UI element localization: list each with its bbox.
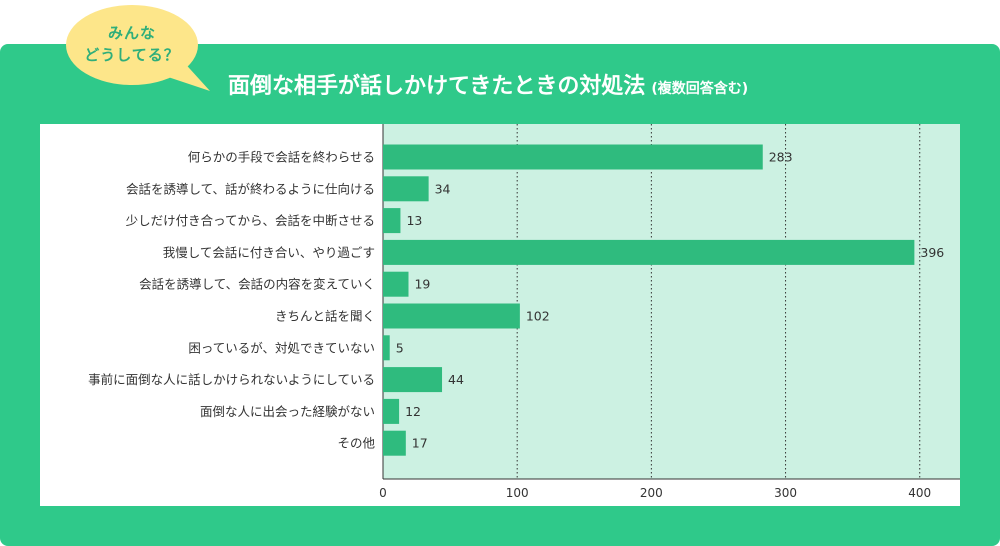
category-label: きちんと話を聞く bbox=[275, 309, 375, 324]
speech-bubble bbox=[66, 5, 210, 91]
chart-subtitle: (複数回答含む) bbox=[651, 81, 749, 97]
data-label: 5 bbox=[396, 340, 404, 355]
bar bbox=[383, 144, 763, 170]
data-label: 19 bbox=[414, 277, 430, 292]
bar bbox=[383, 271, 409, 297]
category-label: 困っているが、対処できていない bbox=[188, 340, 375, 355]
category-label: 面倒な人に出会った経験がない bbox=[200, 404, 375, 419]
x-tick-label: 300 bbox=[774, 486, 797, 500]
category-label: 我慢して会話に付き合い、やり過ごす bbox=[163, 245, 375, 260]
data-label: 283 bbox=[769, 150, 793, 165]
category-label: 会話を誘導して、話が終わるように仕向ける bbox=[126, 181, 375, 196]
category-label: 会話を誘導して、会話の内容を変えていく bbox=[139, 277, 375, 292]
chart-title-main: 面倒な相手が話しかけてきたときの対処法 bbox=[228, 74, 646, 99]
category-label: その他 bbox=[337, 436, 375, 451]
bubble-text: みんな どうしてる？ bbox=[62, 22, 202, 66]
data-label: 12 bbox=[405, 404, 421, 419]
category-label: 何らかの手段で会話を終わらせる bbox=[188, 150, 375, 165]
x-tick-label: 100 bbox=[506, 486, 529, 500]
category-label: 少しだけ付き合ってから、会話を中断させる bbox=[126, 213, 375, 228]
chart-title: 面倒な相手が話しかけてきたときの対処法 (複数回答含む) bbox=[228, 68, 748, 100]
bubble-line-2: どうしてる？ bbox=[84, 46, 180, 64]
bar-chart: 何らかの手段で会話を終わらせる 283 会話を誘導して、話が終わるように仕向ける 34… bbox=[88, 124, 960, 500]
bar bbox=[383, 367, 443, 393]
data-label: 17 bbox=[412, 436, 428, 451]
data-label: 44 bbox=[448, 372, 464, 387]
data-label: 34 bbox=[435, 181, 451, 196]
data-label: 102 bbox=[526, 309, 550, 324]
data-label: 396 bbox=[920, 245, 944, 260]
bar bbox=[383, 176, 429, 202]
data-label: 13 bbox=[406, 213, 422, 228]
x-tick-label: 400 bbox=[908, 486, 931, 500]
chart-area: 何らかの手段で会話を終わらせる 283 会話を誘導して、話が終わるように仕向ける 34… bbox=[40, 124, 960, 506]
bar bbox=[383, 398, 400, 424]
bar bbox=[383, 208, 401, 234]
category-label: 事前に面倒な人に話しかけられないようにしている bbox=[88, 372, 375, 387]
bar bbox=[383, 430, 406, 456]
bubble-line-1: みんな bbox=[107, 24, 156, 42]
plot-background bbox=[383, 124, 960, 479]
bar bbox=[383, 335, 390, 361]
x-tick-label: 200 bbox=[640, 486, 663, 500]
x-tick-label: 0 bbox=[379, 486, 387, 500]
bar bbox=[383, 303, 520, 329]
bar bbox=[383, 239, 915, 265]
